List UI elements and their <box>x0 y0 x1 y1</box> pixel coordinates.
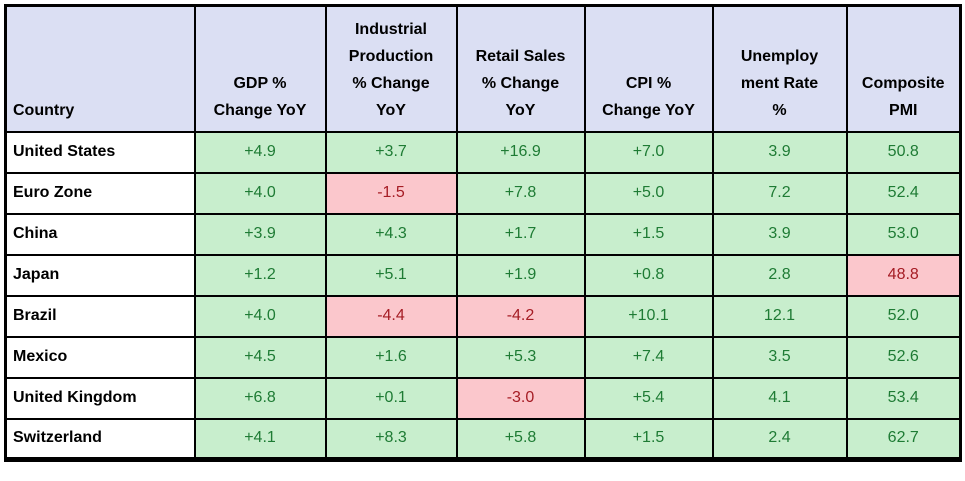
cell-china-industrial-production: +4.3 <box>324 212 458 256</box>
cell-switzerland-gdp: +4.1 <box>193 417 327 461</box>
cell-united-states-composite-pmi: 50.8 <box>845 130 962 174</box>
cell-euro-zone-composite-pmi: 52.4 <box>845 171 962 215</box>
cell-brazil-cpi: +10.1 <box>583 294 714 338</box>
cell-brazil-retail-sales: -4.2 <box>455 294 586 338</box>
cell-japan-retail-sales: +1.9 <box>455 253 586 297</box>
country-cell-mexico: Mexico <box>4 335 196 379</box>
cell-brazil-composite-pmi: 52.0 <box>845 294 962 338</box>
cell-china-cpi: +1.5 <box>583 212 714 256</box>
cell-euro-zone-industrial-production: -1.5 <box>324 171 458 215</box>
cell-brazil-unemployment: 12.1 <box>711 294 848 338</box>
cell-japan-unemployment: 2.8 <box>711 253 848 297</box>
column-header-gdp: GDP % Change YoY <box>193 4 327 133</box>
cell-united-states-retail-sales: +16.9 <box>455 130 586 174</box>
cell-united-kingdom-cpi: +5.4 <box>583 376 714 420</box>
economic-indicators-table: Country GDP % Change YoY Industrial Prod… <box>4 4 962 462</box>
cell-japan-cpi: +0.8 <box>583 253 714 297</box>
country-cell-japan: Japan <box>4 253 196 297</box>
cell-mexico-cpi: +7.4 <box>583 335 714 379</box>
cell-united-states-industrial-production: +3.7 <box>324 130 458 174</box>
cell-japan-composite-pmi: 48.8 <box>845 253 962 297</box>
cell-mexico-retail-sales: +5.3 <box>455 335 586 379</box>
cell-switzerland-composite-pmi: 62.7 <box>845 417 962 461</box>
table-row: United States +4.9 +3.7 +16.9 +7.0 3.9 5… <box>4 130 962 174</box>
cell-united-kingdom-retail-sales: -3.0 <box>455 376 586 420</box>
table-row: Mexico +4.5 +1.6 +5.3 +7.4 3.5 52.6 <box>4 335 962 379</box>
cell-united-states-cpi: +7.0 <box>583 130 714 174</box>
cell-china-retail-sales: +1.7 <box>455 212 586 256</box>
cell-euro-zone-retail-sales: +7.8 <box>455 171 586 215</box>
cell-brazil-industrial-production: -4.4 <box>324 294 458 338</box>
cell-china-unemployment: 3.9 <box>711 212 848 256</box>
country-cell-switzerland: Switzerland <box>4 417 196 461</box>
table-row: China +3.9 +4.3 +1.7 +1.5 3.9 53.0 <box>4 212 962 256</box>
cell-united-states-unemployment: 3.9 <box>711 130 848 174</box>
cell-brazil-gdp: +4.0 <box>193 294 327 338</box>
cell-euro-zone-cpi: +5.0 <box>583 171 714 215</box>
country-cell-united-kingdom: United Kingdom <box>4 376 196 420</box>
country-cell-china: China <box>4 212 196 256</box>
column-header-composite-pmi: Composite PMI <box>845 4 962 133</box>
cell-china-gdp: +3.9 <box>193 212 327 256</box>
spreadsheet-area: Country GDP % Change YoY Industrial Prod… <box>4 4 962 462</box>
cell-japan-gdp: +1.2 <box>193 253 327 297</box>
cell-mexico-gdp: +4.5 <box>193 335 327 379</box>
table-row: Brazil +4.0 -4.4 -4.2 +10.1 12.1 52.0 <box>4 294 962 338</box>
cell-united-kingdom-composite-pmi: 53.4 <box>845 376 962 420</box>
table-row: Euro Zone +4.0 -1.5 +7.8 +5.0 7.2 52.4 <box>4 171 962 215</box>
cell-switzerland-unemployment: 2.4 <box>711 417 848 461</box>
cell-mexico-unemployment: 3.5 <box>711 335 848 379</box>
table-row: Japan +1.2 +5.1 +1.9 +0.8 2.8 48.8 <box>4 253 962 297</box>
table-row: United Kingdom +6.8 +0.1 -3.0 +5.4 4.1 5… <box>4 376 962 420</box>
cell-united-kingdom-unemployment: 4.1 <box>711 376 848 420</box>
cell-japan-industrial-production: +5.1 <box>324 253 458 297</box>
cell-switzerland-industrial-production: +8.3 <box>324 417 458 461</box>
column-header-cpi: CPI % Change YoY <box>583 4 714 133</box>
country-cell-united-states: United States <box>4 130 196 174</box>
cell-united-states-gdp: +4.9 <box>193 130 327 174</box>
cell-euro-zone-gdp: +4.0 <box>193 171 327 215</box>
country-cell-brazil: Brazil <box>4 294 196 338</box>
header-row: Country GDP % Change YoY Industrial Prod… <box>4 4 962 133</box>
table-row: Switzerland +4.1 +8.3 +5.8 +1.5 2.4 62.7 <box>4 417 962 461</box>
cell-united-kingdom-industrial-production: +0.1 <box>324 376 458 420</box>
cell-china-composite-pmi: 53.0 <box>845 212 962 256</box>
country-cell-euro-zone: Euro Zone <box>4 171 196 215</box>
cell-euro-zone-unemployment: 7.2 <box>711 171 848 215</box>
column-header-industrial-production: Industrial Production % Change YoY <box>324 4 458 133</box>
cell-mexico-industrial-production: +1.6 <box>324 335 458 379</box>
column-header-retail-sales: Retail Sales % Change YoY <box>455 4 586 133</box>
cell-switzerland-cpi: +1.5 <box>583 417 714 461</box>
cell-mexico-composite-pmi: 52.6 <box>845 335 962 379</box>
column-header-country: Country <box>4 4 196 133</box>
cell-united-kingdom-gdp: +6.8 <box>193 376 327 420</box>
cell-switzerland-retail-sales: +5.8 <box>455 417 586 461</box>
column-header-unemployment-rate: Unemploy ment Rate % <box>711 4 848 133</box>
